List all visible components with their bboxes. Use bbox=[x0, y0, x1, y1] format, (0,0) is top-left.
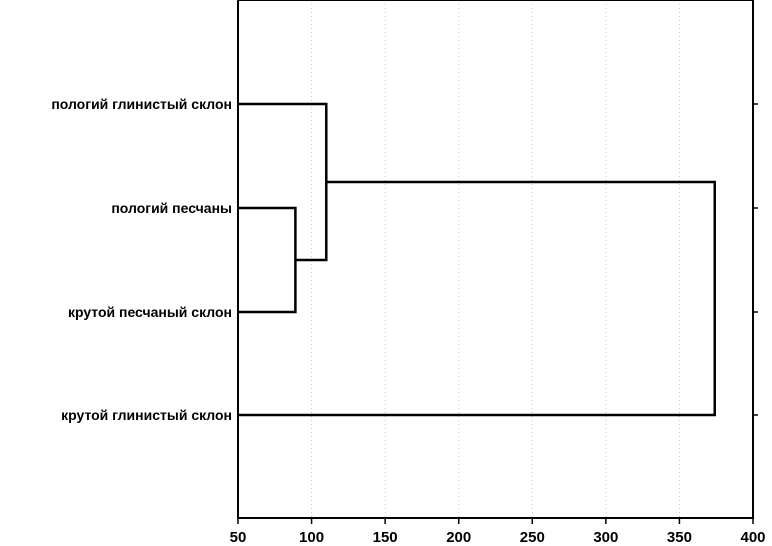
leaf-labels: пологий глинистый склон пологий песчаны … bbox=[51, 96, 232, 423]
x-axis-ticks bbox=[237, 518, 754, 524]
right-ticks bbox=[753, 103, 758, 416]
x-tick-label: 150 bbox=[373, 529, 398, 546]
plot-frame bbox=[237, 0, 754, 519]
dendrogram-links bbox=[238, 102, 716, 417]
leaf-label: крутой песчаный склон bbox=[68, 304, 232, 320]
x-tick-label: 250 bbox=[520, 529, 545, 546]
grid-lines bbox=[311, 0, 680, 518]
leaf-label: пологий глинистый склон bbox=[51, 96, 232, 112]
leaf-label: пологий песчаны bbox=[111, 200, 232, 216]
dendrogram-link bbox=[238, 102, 328, 262]
x-tick-label: 350 bbox=[667, 529, 692, 546]
x-axis-tick-labels: 50 100 150 200 250 300 350 400 bbox=[230, 529, 766, 546]
x-tick-label: 300 bbox=[593, 529, 618, 546]
leaf-label: крутой глинистый склон bbox=[61, 407, 232, 423]
x-tick-label: 50 bbox=[230, 529, 247, 546]
x-tick-label: 400 bbox=[740, 529, 765, 546]
x-tick-label: 200 bbox=[446, 529, 471, 546]
x-tick-label: 100 bbox=[299, 529, 324, 546]
dendrogram-link bbox=[238, 180, 716, 417]
dendrogram-link bbox=[238, 206, 297, 314]
